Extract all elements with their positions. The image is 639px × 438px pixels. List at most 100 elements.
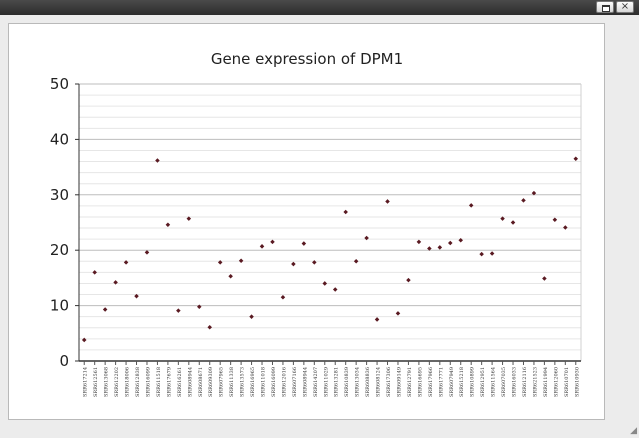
x-tick-label: SRR608836 bbox=[365, 367, 371, 397]
chart-title: Gene expression of DPM1 bbox=[211, 50, 403, 68]
data-point bbox=[468, 203, 474, 208]
x-tick-label: SRR611338 bbox=[229, 367, 235, 397]
data-point bbox=[510, 220, 516, 225]
restore-button[interactable] bbox=[596, 1, 614, 13]
x-tick-label: SRR609309 bbox=[208, 367, 214, 397]
x-tick-label: SRR613034 bbox=[355, 367, 361, 397]
x-tick-label: SRR615218 bbox=[459, 367, 465, 397]
x-tick-label: SRR610701 bbox=[564, 367, 570, 397]
x-tick-label: SRR610930 bbox=[574, 367, 580, 397]
data-point bbox=[448, 240, 453, 246]
x-tick-label: SRR612838 bbox=[135, 367, 141, 397]
x-tick-label: SRR616695 bbox=[417, 367, 423, 397]
data-point bbox=[291, 261, 296, 267]
x-tick-label: SRR616965 bbox=[250, 367, 256, 397]
data-point bbox=[176, 308, 181, 313]
x-tick-label: SRR614207 bbox=[313, 367, 319, 397]
data-point bbox=[353, 259, 359, 264]
data-point bbox=[563, 225, 568, 230]
close-icon: × bbox=[620, 1, 630, 12]
x-tick-label: SRR621523 bbox=[532, 367, 538, 397]
x-tick-label: SRR611029 bbox=[323, 367, 329, 397]
data-point bbox=[312, 260, 317, 265]
data-point bbox=[217, 260, 223, 265]
data-point bbox=[521, 198, 526, 203]
data-point bbox=[500, 216, 505, 221]
x-tick-label: SRR617214 bbox=[83, 367, 89, 397]
data-point bbox=[165, 222, 171, 227]
x-tick-label: SRR613068 bbox=[104, 367, 110, 397]
y-axis: 0 10 20 30 40 50 bbox=[50, 75, 581, 370]
data-point bbox=[92, 270, 97, 275]
x-tick-label: SRR608124 bbox=[376, 367, 382, 397]
close-button[interactable]: × bbox=[616, 1, 634, 13]
y-tick-label: 0 bbox=[59, 352, 69, 370]
x-tick-label: SRR611994 bbox=[543, 367, 549, 397]
data-point bbox=[395, 311, 401, 316]
x-tick-label: SRR609149 bbox=[396, 367, 402, 397]
y-tick-label: 20 bbox=[50, 241, 69, 259]
x-tick-label: SRR617771 bbox=[438, 367, 444, 397]
x-tick-label: SRR612791 bbox=[407, 367, 413, 397]
grid-lines bbox=[79, 83, 582, 362]
x-tick-label: SRR616033 bbox=[512, 367, 518, 397]
data-point bbox=[249, 314, 254, 319]
data-point bbox=[280, 295, 286, 300]
x-tick-label: SRR616099 bbox=[145, 367, 151, 397]
x-tick-label: SRR612561 bbox=[93, 367, 99, 397]
x-tick-label: SRR611564 bbox=[491, 367, 497, 397]
data-point bbox=[406, 277, 411, 283]
data-point bbox=[427, 246, 432, 251]
x-tick-label: SRR608944 bbox=[187, 367, 193, 397]
data-point bbox=[270, 239, 275, 245]
y-tick-label: 40 bbox=[50, 130, 69, 148]
data-points bbox=[81, 156, 579, 343]
data-point bbox=[207, 324, 212, 330]
data-point bbox=[458, 237, 463, 243]
x-tick-label: SRR607949 bbox=[449, 367, 455, 397]
y-tick-label: 10 bbox=[50, 297, 69, 315]
data-point bbox=[416, 239, 422, 245]
window-titlebar bbox=[0, 0, 639, 15]
x-axis: SRR617214 SRR612561 SRR613068 SRR612202 SRR6… bbox=[83, 361, 580, 397]
x-tick-label: SRR618006 bbox=[125, 367, 131, 397]
data-point bbox=[489, 251, 495, 256]
x-tick-label: SRR610899 bbox=[470, 367, 476, 397]
restore-icon bbox=[602, 5, 610, 12]
x-tick-label: SRR613281 bbox=[334, 367, 340, 397]
data-point bbox=[573, 156, 579, 162]
x-tick-label: SRR607035 bbox=[501, 367, 507, 397]
y-tick-label: 50 bbox=[50, 75, 69, 93]
data-point bbox=[332, 287, 338, 292]
x-tick-label: SRR617679 bbox=[166, 367, 172, 397]
x-tick-label: SRR612951 bbox=[480, 367, 486, 397]
data-point bbox=[102, 307, 108, 312]
data-point bbox=[144, 250, 150, 255]
data-point bbox=[343, 209, 348, 215]
x-tick-label: SRR610839 bbox=[344, 367, 350, 397]
data-point bbox=[385, 199, 390, 204]
data-point bbox=[552, 217, 558, 222]
data-point bbox=[479, 251, 484, 257]
data-point bbox=[374, 317, 380, 322]
data-point bbox=[238, 258, 244, 263]
data-point bbox=[259, 244, 265, 249]
data-point bbox=[322, 281, 328, 286]
x-tick-label: SRR608944 bbox=[302, 367, 308, 397]
x-tick-label: SRR617306 bbox=[386, 367, 392, 397]
x-tick-label: SRR608671 bbox=[198, 367, 204, 397]
x-tick-label: SRR607166 bbox=[292, 367, 298, 397]
x-tick-label: SRR612016 bbox=[281, 367, 287, 397]
y-tick-label: 30 bbox=[50, 186, 69, 204]
x-tick-label: SRR613573 bbox=[240, 367, 246, 397]
x-tick-label: SRR607965 bbox=[219, 367, 225, 397]
x-tick-label: SRR611018 bbox=[261, 367, 267, 397]
data-point bbox=[437, 245, 443, 250]
x-tick-label: SRR616099 bbox=[271, 367, 277, 397]
x-tick-label: SRR611518 bbox=[156, 367, 162, 397]
chart-panel bbox=[8, 23, 605, 420]
resize-grip-icon[interactable]: ◢ bbox=[630, 426, 637, 436]
x-tick-label: SRR612202 bbox=[114, 367, 120, 397]
x-tick-label: SRR617966 bbox=[428, 367, 434, 397]
